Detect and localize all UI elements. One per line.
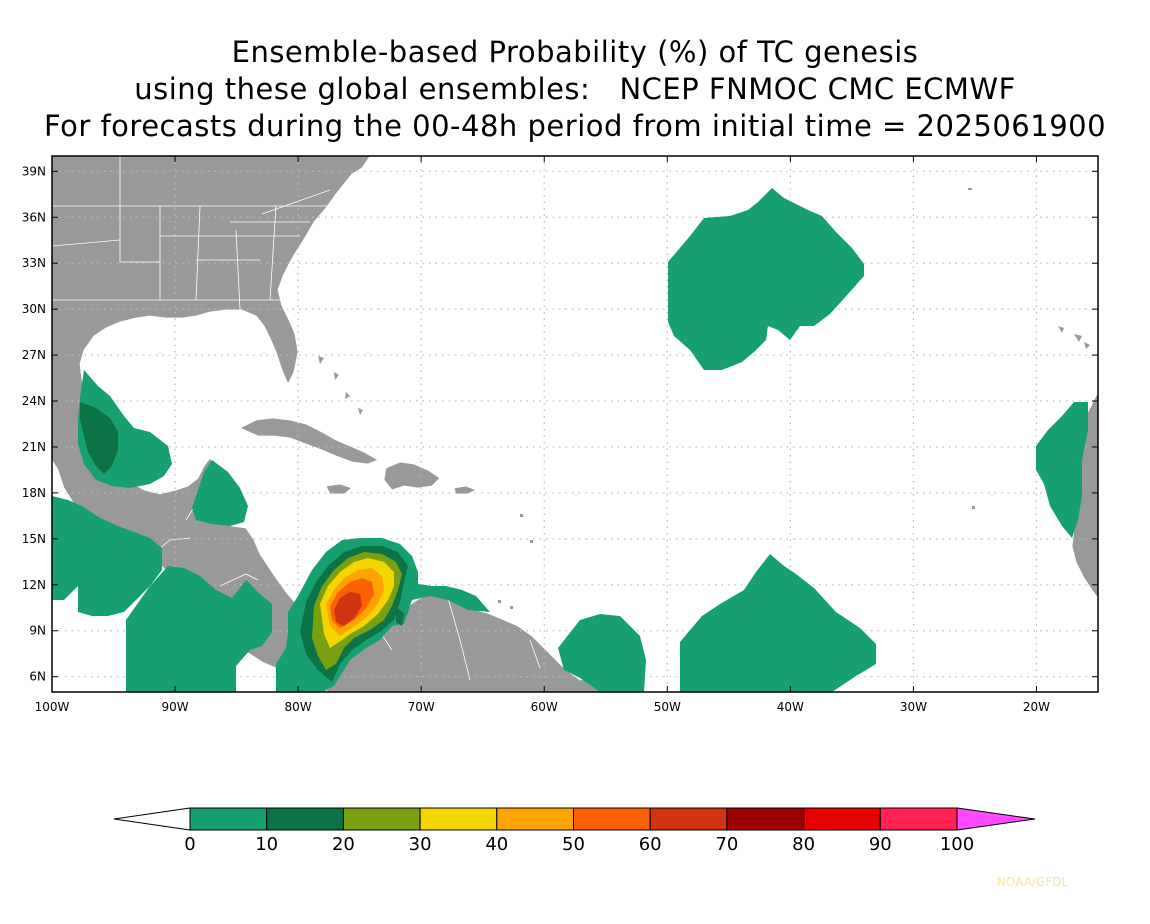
probability-contours — [52, 188, 1088, 692]
contour-0-10-atlantic-south — [680, 554, 876, 692]
colorbar-over-triangle — [956, 807, 1036, 831]
colorbar-label: 40 — [485, 834, 508, 855]
lon-tick-label: 50W — [654, 700, 681, 714]
land-puerto-rico — [453, 485, 477, 495]
contour-0-10-atlantic-north — [668, 188, 864, 370]
colorbar-label: 0 — [184, 834, 195, 855]
colorbar-swatch — [726, 807, 805, 831]
colorbar-swatch — [649, 807, 728, 831]
lat-tick-label: 39N — [22, 164, 46, 178]
land-bahamas — [318, 356, 363, 415]
lat-tick-label: 27N — [22, 348, 46, 362]
colorbar-label: 50 — [562, 834, 585, 855]
lon-tick-label: 80W — [285, 700, 312, 714]
lon-tick-label: 60W — [531, 700, 558, 714]
colorbar-label: 60 — [639, 834, 662, 855]
contour-60-70 — [334, 592, 362, 626]
colorbar-label: 80 — [792, 834, 815, 855]
title-line-1: Ensemble-based Probability (%) of TC gen… — [231, 35, 919, 69]
colorbar-swatch — [189, 807, 268, 831]
lon-tick-label: 40W — [777, 700, 804, 714]
colorbar-swatch — [496, 807, 574, 831]
colorbar-label: 30 — [409, 834, 432, 855]
lon-tick-label: 70W — [408, 700, 435, 714]
lon-tick-label: 20W — [1023, 700, 1050, 714]
colorbar-swatch — [573, 807, 651, 831]
colorbar-label: 10 — [255, 834, 278, 855]
colorbar-label: 90 — [869, 834, 892, 855]
lat-tick-label: 15N — [22, 532, 46, 546]
lon-tick-label: 100W — [35, 700, 70, 714]
lat-tick-label: 6N — [29, 670, 46, 684]
lon-tick-label: 30W — [900, 700, 927, 714]
lat-tick-label: 21N — [22, 440, 46, 454]
map-title: Ensemble-based Probability (%) of TC gen… — [0, 34, 1150, 145]
colorbar-label: 100 — [940, 834, 974, 855]
title-line-3: For forecasts during the 00-48h period f… — [43, 109, 1107, 143]
political-borders — [52, 156, 541, 681]
colorbar-under-triangle — [113, 807, 191, 831]
colorbar-swatch — [419, 807, 498, 831]
land-canary-islands — [1058, 326, 1090, 349]
contour-10-20-mexico — [80, 402, 118, 474]
lon-tick-label: 90W — [161, 700, 188, 714]
plot-area — [52, 156, 1098, 692]
contour-0-10-guiana — [558, 614, 646, 692]
contour-0-10-pacific-south — [126, 566, 272, 692]
contour-0-10-africa-coast — [1036, 402, 1088, 538]
land-hispaniola — [383, 461, 441, 491]
map-frame — [51, 155, 1099, 693]
colorbar: 0 10 20 30 40 50 60 70 80 90 100 — [113, 807, 1036, 855]
contour-0-10-caribbean-west — [192, 460, 248, 526]
contour-10-20-maracaibo — [396, 606, 404, 626]
land-cuba — [239, 417, 379, 465]
colorbar-swatch — [342, 807, 421, 831]
lat-tick-label: 9N — [29, 624, 46, 638]
credit-text: NOAA/GFDL — [997, 875, 1069, 889]
colorbar-label: 70 — [715, 834, 738, 855]
colorbar-swatch — [266, 807, 344, 831]
lat-tick-label: 18N — [22, 486, 46, 500]
colorbar-label: 20 — [332, 834, 355, 855]
title-line-2: using these global ensembles: NCEP FNMOC… — [134, 72, 1016, 106]
longitude-axis: 100W 90W 80W 70W 60W 50W 40W 30W 20W — [35, 156, 1050, 714]
colorbar-swatch — [803, 807, 881, 831]
lat-tick-label: 36N — [22, 210, 46, 224]
small-islands — [498, 188, 975, 609]
lat-tick-label: 30N — [22, 302, 46, 316]
lat-tick-label: 12N — [22, 578, 46, 592]
lat-tick-label: 33N — [22, 256, 46, 270]
graticule — [52, 156, 1098, 692]
latitude-axis: 39N 36N 33N 30N 27N 24N 21N 18N 15N 12N 9N 6N — [22, 164, 1098, 684]
colorbar-swatch — [879, 807, 958, 831]
lat-tick-label: 24N — [22, 394, 46, 408]
land-jamaica — [325, 483, 353, 495]
contour-0-10-mexico-west — [52, 496, 162, 616]
